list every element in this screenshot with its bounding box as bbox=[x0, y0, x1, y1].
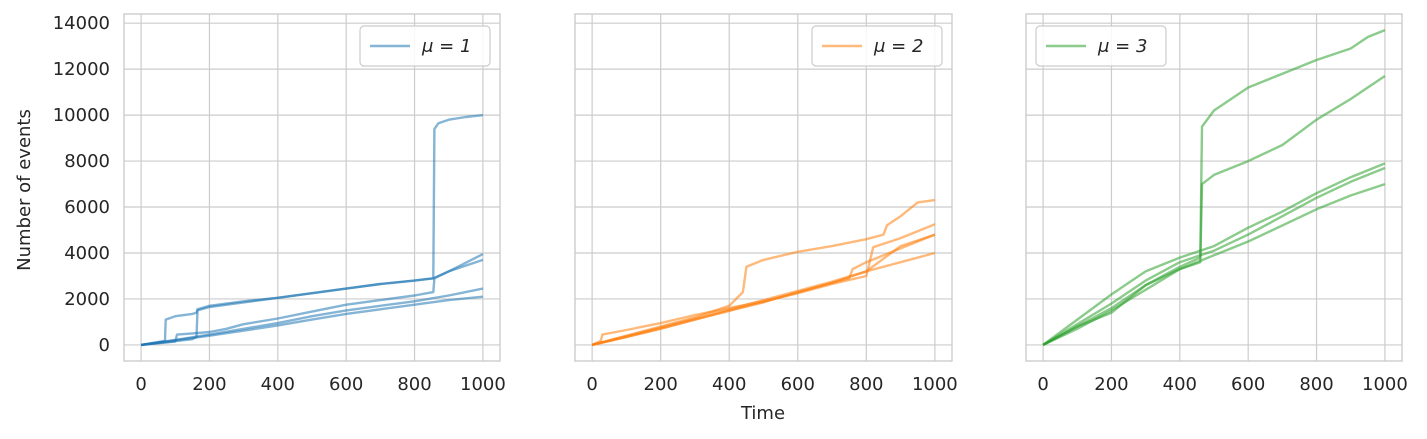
y-tick-label: 2000 bbox=[64, 289, 110, 310]
x-axis-label: Time bbox=[740, 403, 785, 424]
x-tick-label: 400 bbox=[1163, 374, 1197, 395]
x-tick-label: 1000 bbox=[460, 374, 506, 395]
x-tick-label: 1000 bbox=[912, 374, 958, 395]
series-line-1 bbox=[591, 198, 936, 347]
x-tick-label: 800 bbox=[397, 374, 431, 395]
axes-frame bbox=[123, 13, 501, 362]
x-tick-label: 0 bbox=[586, 374, 597, 395]
y-tick-label: 14000 bbox=[53, 13, 110, 34]
x-tick-label: 400 bbox=[261, 374, 295, 395]
x-tick-label: 600 bbox=[781, 374, 815, 395]
y-tick-label: 8000 bbox=[64, 151, 110, 172]
series-line-4 bbox=[1042, 166, 1386, 346]
series-line-5 bbox=[1042, 182, 1386, 346]
subplot-2: 0 200 400 600 800 1000 μ = 2 bbox=[574, 13, 958, 395]
x-tick-label: 600 bbox=[1231, 374, 1265, 395]
series-line-3 bbox=[591, 233, 936, 347]
series-line-4 bbox=[140, 287, 484, 347]
x-tick-label: 0 bbox=[1037, 374, 1048, 395]
x-tick-label: 0 bbox=[135, 374, 146, 395]
x-tick-label: 800 bbox=[849, 374, 883, 395]
legend: μ = 3 bbox=[1035, 25, 1167, 67]
y-tick-label: 12000 bbox=[53, 59, 110, 80]
legend-label: μ = 1 bbox=[421, 36, 471, 57]
legend-box bbox=[359, 25, 491, 67]
legend-box bbox=[1035, 25, 1167, 67]
y-tick-label: 4000 bbox=[64, 243, 110, 264]
x-tick-label: 200 bbox=[1094, 374, 1128, 395]
x-tick-label: 800 bbox=[1299, 374, 1333, 395]
legend-box bbox=[811, 25, 943, 67]
series-line-3 bbox=[1042, 162, 1386, 346]
axes-frame bbox=[1025, 13, 1403, 362]
series-line-1 bbox=[1042, 28, 1386, 346]
legend: μ = 1 bbox=[359, 25, 491, 67]
legend-label: μ = 2 bbox=[873, 36, 923, 57]
series-line-5 bbox=[140, 295, 484, 347]
series-line-3 bbox=[140, 253, 484, 347]
axes-frame bbox=[574, 13, 953, 362]
x-tick-label: 400 bbox=[712, 374, 746, 395]
legend-label: μ = 3 bbox=[1097, 36, 1147, 57]
y-tick-label: 10000 bbox=[53, 105, 110, 126]
y-tick-label: 0 bbox=[99, 335, 110, 356]
x-tick-label: 200 bbox=[192, 374, 226, 395]
x-tick-label: 200 bbox=[644, 374, 678, 395]
series-line-2 bbox=[1042, 75, 1386, 346]
y-axis-label: Number of events bbox=[14, 109, 35, 271]
y-tick-label: 6000 bbox=[64, 197, 110, 218]
subplots: 0 200 400 600 800 100002000400060008000100001… bbox=[53, 13, 1408, 395]
x-tick-label: 1000 bbox=[1362, 374, 1408, 395]
legend: μ = 2 bbox=[811, 25, 943, 67]
series-line-2 bbox=[591, 223, 936, 346]
x-tick-label: 600 bbox=[329, 374, 363, 395]
subplot-3: 0 200 400 600 800 1000 μ = 3 bbox=[1025, 13, 1408, 395]
subplot-1: 0 200 400 600 800 100002000400060008000100001… bbox=[53, 13, 506, 395]
series-line-5 bbox=[591, 233, 936, 347]
